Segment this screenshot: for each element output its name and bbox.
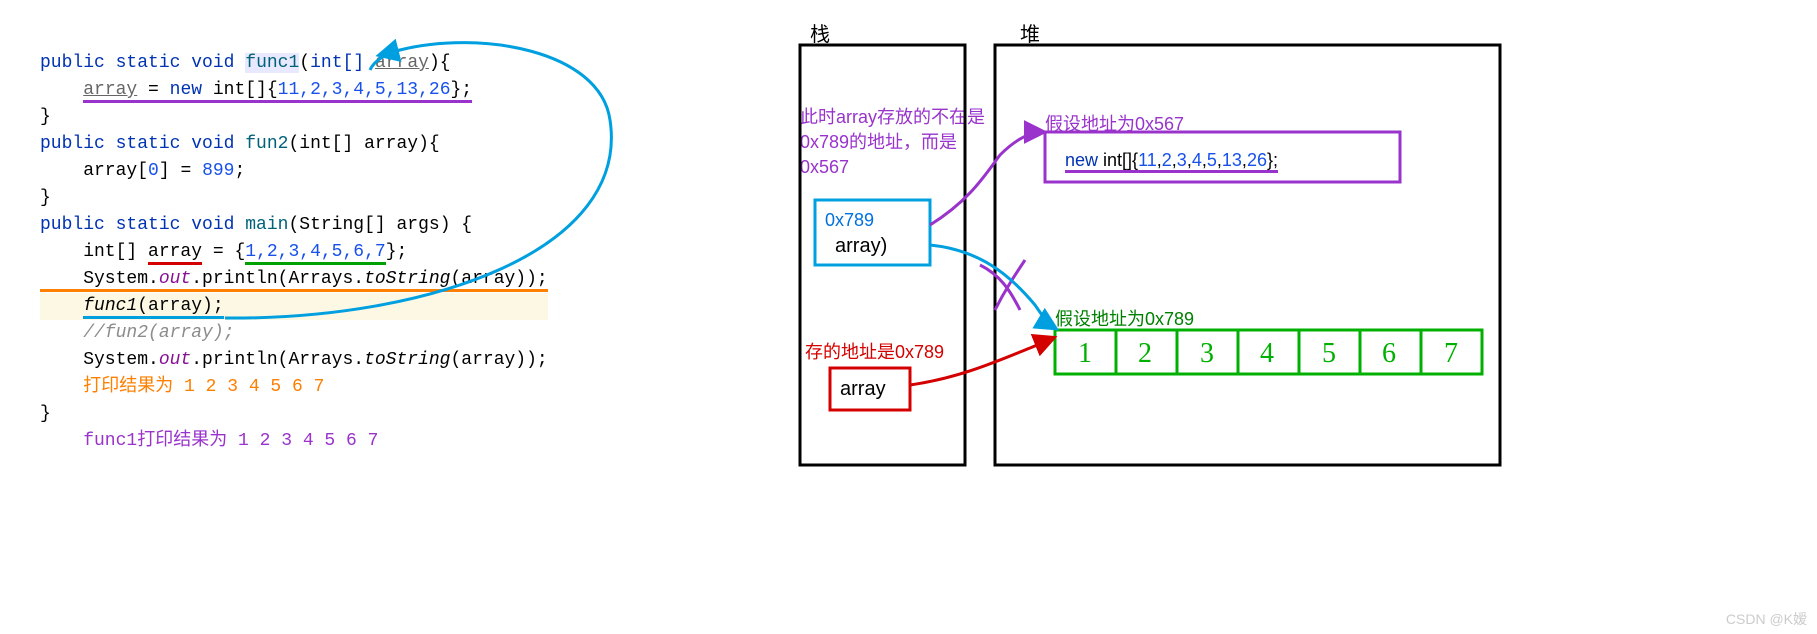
param-type: int[] xyxy=(310,53,364,73)
heap-title: 堆 xyxy=(1020,18,1040,47)
main-name: main xyxy=(245,215,288,235)
brace: } xyxy=(40,104,548,131)
sig: public static void xyxy=(40,134,234,154)
param-array: array xyxy=(375,53,429,73)
svg-text:7: 7 xyxy=(1444,338,1458,369)
sig: public static void xyxy=(40,215,234,235)
arrow-blue-to-array xyxy=(930,245,1055,328)
heap-note-2: 假设地址为0x789 xyxy=(1055,305,1194,331)
paren: ){ xyxy=(429,53,451,73)
kw-static: static xyxy=(116,53,181,73)
kw-void: void xyxy=(191,53,234,73)
kw-public: public xyxy=(40,53,105,73)
svg-text:2: 2 xyxy=(1138,338,1152,369)
svg-text:4: 4 xyxy=(1260,338,1274,369)
heap-cells: 1 2 3 4 5 6 7 xyxy=(1055,330,1482,374)
fun2-name: fun2 xyxy=(245,134,288,154)
array-vals: 11,2,3,4,5,13,26 xyxy=(278,80,451,100)
brace: } xyxy=(40,185,548,212)
purple-x xyxy=(980,260,1025,310)
paren: ( xyxy=(299,53,310,73)
svg-text:3: 3 xyxy=(1200,338,1214,369)
comment: //fun2(array); xyxy=(40,320,548,347)
call-func1: func1 xyxy=(83,296,137,316)
code-block: public static void func1(int[] array){ a… xyxy=(40,50,548,455)
heap-note-1: 假设地址为0x567 xyxy=(1045,110,1184,136)
main-array: array xyxy=(148,242,202,265)
watermark: CSDN @K嫒 xyxy=(1726,609,1807,629)
addr-0x789: 0x789 xyxy=(825,210,874,231)
func1-name: func1 xyxy=(245,53,299,73)
svg-text:1: 1 xyxy=(1078,338,1092,369)
result-1: 打印结果为 1 2 3 4 5 6 7 xyxy=(40,374,548,401)
brace: } xyxy=(40,401,548,428)
array-lhs: array xyxy=(83,80,137,100)
kw-new: new xyxy=(170,80,202,100)
stack-array-1: array) xyxy=(835,235,887,258)
heap-box xyxy=(995,45,1500,465)
note-purple: 此时array存放的不在是0x789的地址，而是0x567 xyxy=(800,105,1000,181)
svg-text:6: 6 xyxy=(1382,338,1396,369)
result-2: func1打印结果为 1 2 3 4 5 6 7 xyxy=(40,428,548,455)
note-red: 存的地址是0x789 xyxy=(805,338,944,364)
stack-title: 栈 xyxy=(810,18,830,47)
svg-text:5: 5 xyxy=(1322,338,1336,369)
stack-array-2: array xyxy=(840,378,886,401)
heap-new-expr: new int[]{11,2,3,4,5,13,26}; xyxy=(1065,150,1278,171)
main-vals: 1,2,3,4,5,6,7 xyxy=(245,242,385,262)
